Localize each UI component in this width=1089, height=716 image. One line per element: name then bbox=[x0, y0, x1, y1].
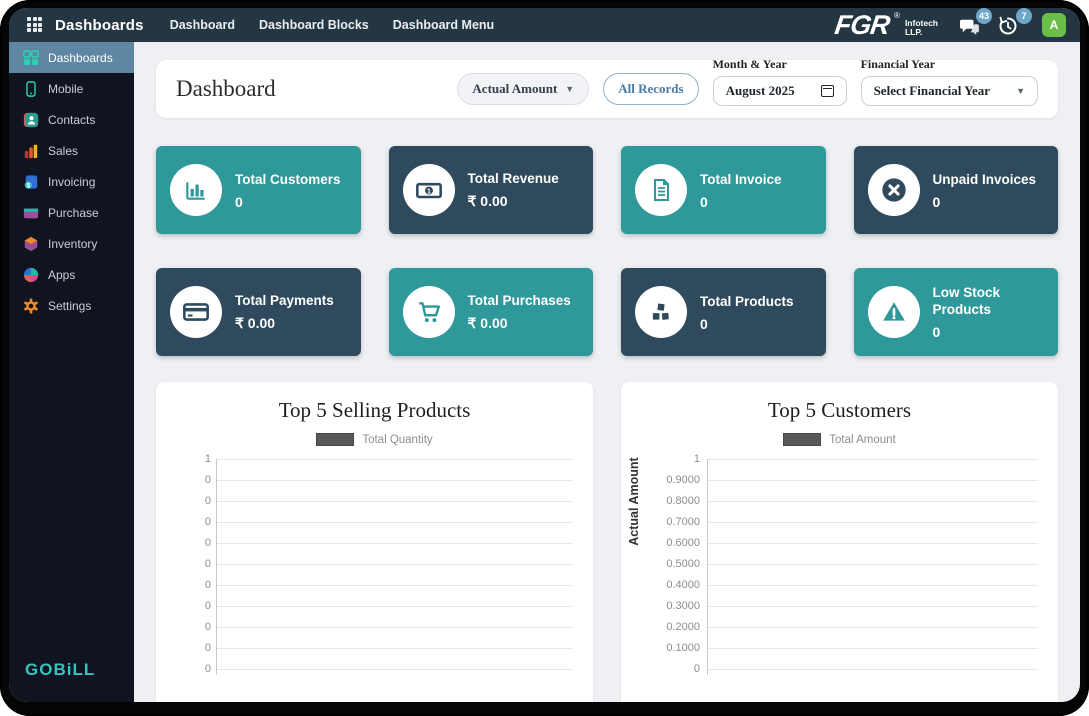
company-logo: FGR ® Infotech LLP. bbox=[832, 9, 938, 40]
sidebar-item-invoicing[interactable]: $ Invoicing bbox=[9, 166, 134, 197]
kpi-card-total-payments: Total Payments ₹ 0.00 bbox=[156, 268, 361, 356]
sidebar-item-label: Contacts bbox=[48, 112, 96, 127]
credit-card-icon bbox=[170, 286, 222, 338]
kpi-card-low-stock-products: Low Stock Products 0 bbox=[853, 268, 1058, 356]
chart-legend: Total Quantity bbox=[174, 433, 575, 446]
cancel-circle-icon bbox=[867, 164, 920, 216]
banknote-icon: 1 bbox=[402, 164, 455, 216]
kpi-card-total-invoice: Total Invoice 0 bbox=[621, 146, 826, 234]
svg-text:1: 1 bbox=[427, 189, 431, 196]
top-navbar: Dashboards Dashboard Dashboard Blocks Da… bbox=[9, 8, 1080, 42]
chart-plot-area: Actual Amount 1 0.9000 0.8000 0.7000 0.6… bbox=[627, 453, 1040, 675]
sidebar-item-label: Mobile bbox=[48, 81, 84, 96]
logo-subtext: Infotech LLP. bbox=[904, 17, 938, 37]
amount-type-select[interactable]: Actual Amount ▼ bbox=[457, 73, 590, 105]
sidebar-item-label: Sales bbox=[48, 143, 79, 158]
chart-title: Top 5 Customers bbox=[767, 398, 912, 422]
sidebar-item-label: Dashboards bbox=[48, 50, 113, 65]
sidebar-item-purchase[interactable]: Purchase bbox=[9, 197, 134, 228]
contacts-icon bbox=[22, 111, 39, 128]
sidebar-item-label: Settings bbox=[48, 298, 92, 313]
gobill-logo: GOBiLL bbox=[25, 660, 96, 679]
kpi-card-total-products: Total Products 0 bbox=[621, 268, 826, 356]
sidebar-item-settings[interactable]: Settings bbox=[9, 290, 134, 321]
cubes-icon bbox=[635, 286, 687, 338]
invoicing-icon: $ bbox=[22, 173, 39, 190]
chart-top-5-selling-products: Top 5 Selling Products Total Quantity 1 … bbox=[156, 382, 593, 702]
mobile-icon bbox=[22, 80, 39, 97]
history-button[interactable]: 7 bbox=[998, 8, 1032, 36]
chart-legend: Total Amount bbox=[639, 433, 1040, 446]
sales-icon bbox=[22, 142, 39, 159]
app-title: Dashboards bbox=[55, 16, 144, 34]
y-axis-label: Actual Amount bbox=[627, 457, 641, 546]
kpi-value: ₹ 0.00 bbox=[467, 315, 508, 331]
main-content: Dashboard Actual Amount ▼ All Records Mo… bbox=[134, 42, 1080, 702]
history-count-badge: 7 bbox=[1016, 8, 1032, 24]
sidebar-item-sales[interactable]: Sales bbox=[9, 135, 134, 166]
kpi-value: 0 bbox=[700, 315, 708, 332]
history-clock-icon bbox=[999, 16, 1017, 35]
sidebar-item-label: Inventory bbox=[48, 236, 98, 251]
logo-text: FGR bbox=[832, 9, 892, 40]
sidebar-item-dashboards[interactable]: Dashboards bbox=[9, 42, 134, 73]
kpi-card-total-revenue: 1 Total Revenue ₹ 0.00 bbox=[388, 146, 593, 234]
chat-icon bbox=[960, 19, 979, 36]
user-avatar[interactable]: A bbox=[1042, 13, 1066, 37]
kpi-value: 0 bbox=[235, 193, 243, 210]
purchase-icon bbox=[22, 204, 39, 221]
kpi-value: 0 bbox=[932, 324, 941, 340]
month-year-label: Month & Year bbox=[712, 56, 787, 71]
document-icon bbox=[635, 164, 687, 216]
apps-icon bbox=[22, 266, 39, 283]
charts-row: Top 5 Selling Products Total Quantity 1 … bbox=[156, 382, 1058, 702]
chat-count-badge: 43 bbox=[976, 8, 992, 24]
nav-item-dashboard-blocks[interactable]: Dashboard Blocks bbox=[259, 18, 369, 32]
legend-swatch bbox=[316, 433, 355, 446]
chevron-down-icon: ▼ bbox=[565, 84, 575, 94]
bar-chart-icon bbox=[170, 164, 222, 216]
legend-swatch bbox=[783, 433, 822, 446]
nav-item-dashboard-menu[interactable]: Dashboard Menu bbox=[392, 18, 495, 32]
cart-icon bbox=[402, 286, 455, 338]
kpi-card-total-customers: Total Customers 0 bbox=[156, 146, 361, 234]
svg-text:$: $ bbox=[26, 182, 30, 189]
registered-mark: ® bbox=[894, 10, 900, 20]
page-title: Dashboard bbox=[176, 76, 276, 101]
page-header: Dashboard Actual Amount ▼ All Records Mo… bbox=[156, 56, 1058, 118]
app-screen: Dashboards Dashboard Dashboard Blocks Da… bbox=[9, 8, 1080, 702]
warning-icon bbox=[867, 286, 920, 338]
chevron-down-icon: ▼ bbox=[1016, 85, 1025, 96]
kpi-cards: Total Customers 0 1 Total Revenue ₹ 0.00 T… bbox=[156, 146, 1058, 356]
inventory-icon bbox=[22, 235, 39, 252]
apps-grid-icon[interactable] bbox=[27, 17, 43, 33]
nav-item-dashboard[interactable]: Dashboard bbox=[169, 18, 235, 32]
financial-year-select[interactable]: Select Financial Year ▼ bbox=[860, 75, 1038, 106]
sidebar-item-inventory[interactable]: Inventory bbox=[9, 228, 134, 259]
chart-title: Top 5 Selling Products bbox=[278, 398, 471, 422]
kpi-value: 0 bbox=[700, 193, 708, 210]
chart-plot-area: 1 0 0 0 0 0 0 0 0 0 0 bbox=[174, 453, 575, 675]
settings-gear-icon bbox=[22, 297, 39, 314]
kpi-card-unpaid-invoices: Unpaid Invoices 0 bbox=[853, 146, 1058, 234]
kpi-value: 0 bbox=[932, 193, 941, 210]
chart-top-5-customers: Top 5 Customers Total Amount Actual Amou… bbox=[621, 382, 1058, 702]
sidebar-item-label: Apps bbox=[48, 267, 76, 282]
dashboards-grid-icon bbox=[22, 49, 39, 66]
sidebar-item-apps[interactable]: Apps bbox=[9, 259, 134, 290]
kpi-card-total-purchases: Total Purchases ₹ 0.00 bbox=[388, 268, 593, 356]
financial-year-label: Financial Year bbox=[860, 56, 936, 71]
kpi-value: ₹ 0.00 bbox=[235, 315, 276, 331]
calendar-icon bbox=[820, 84, 834, 97]
sidebar-item-contacts[interactable]: Contacts bbox=[9, 104, 134, 135]
sidebar-item-label: Invoicing bbox=[48, 174, 96, 189]
chat-button[interactable]: 43 bbox=[958, 8, 992, 36]
sidebar-item-mobile[interactable]: Mobile bbox=[9, 73, 134, 104]
all-records-button[interactable]: All Records bbox=[603, 73, 699, 105]
kpi-value: ₹ 0.00 bbox=[467, 193, 508, 209]
month-year-input[interactable]: August 2025 bbox=[712, 75, 847, 106]
sidebar: Dashboards Mobile Contacts Sales bbox=[9, 42, 134, 702]
sidebar-item-label: Purchase bbox=[48, 205, 99, 220]
